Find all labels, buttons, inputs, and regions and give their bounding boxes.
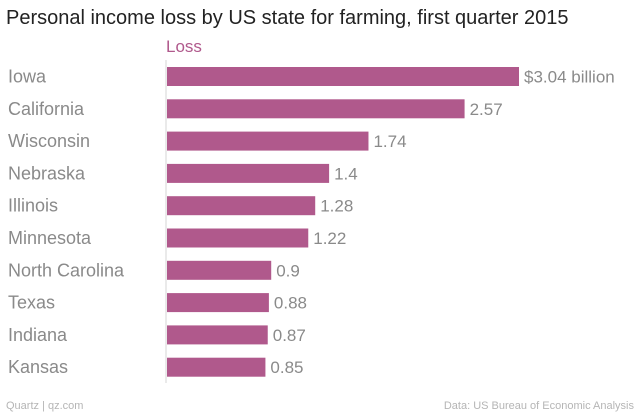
category-label: Texas	[8, 293, 55, 313]
value-label: 1.4	[334, 164, 358, 183]
bar	[167, 163, 330, 183]
value-label: 0.9	[276, 261, 300, 280]
value-label: 0.87	[273, 326, 306, 345]
category-label: Iowa	[8, 67, 47, 87]
bar	[167, 293, 269, 313]
footer-credit: Quartz | qz.com	[6, 400, 83, 412]
value-label: 1.28	[320, 197, 353, 216]
bar	[167, 67, 519, 86]
bar	[167, 228, 309, 248]
value-label: $3.04 billion	[524, 68, 615, 87]
category-label: Wisconsin	[8, 131, 90, 151]
value-label: 0.85	[270, 358, 303, 377]
category-label: California	[8, 99, 85, 119]
value-label: 1.74	[373, 132, 406, 151]
category-label: Indiana	[8, 325, 68, 345]
category-label: Minnesota	[8, 228, 92, 248]
bar	[167, 260, 272, 280]
value-label: 1.22	[313, 229, 346, 248]
footer-source: Data: US Bureau of Economic Analysis	[444, 400, 635, 412]
bar	[167, 131, 369, 151]
category-label: Nebraska	[8, 163, 86, 183]
chart-title: Personal income loss by US state for far…	[6, 7, 568, 29]
value-label: 2.57	[470, 100, 503, 119]
legend-label-loss: Loss	[166, 37, 202, 56]
bars-group: Iowa $3.04 billion California 2.57 Wisconsin…	[8, 67, 615, 378]
bar	[167, 357, 266, 377]
category-label: North Carolina	[8, 260, 125, 280]
bar	[167, 325, 268, 345]
category-label: Illinois	[8, 196, 58, 216]
value-label: 0.88	[274, 294, 307, 313]
bar	[167, 196, 316, 216]
category-label: Kansas	[8, 357, 68, 377]
bar	[167, 99, 465, 119]
